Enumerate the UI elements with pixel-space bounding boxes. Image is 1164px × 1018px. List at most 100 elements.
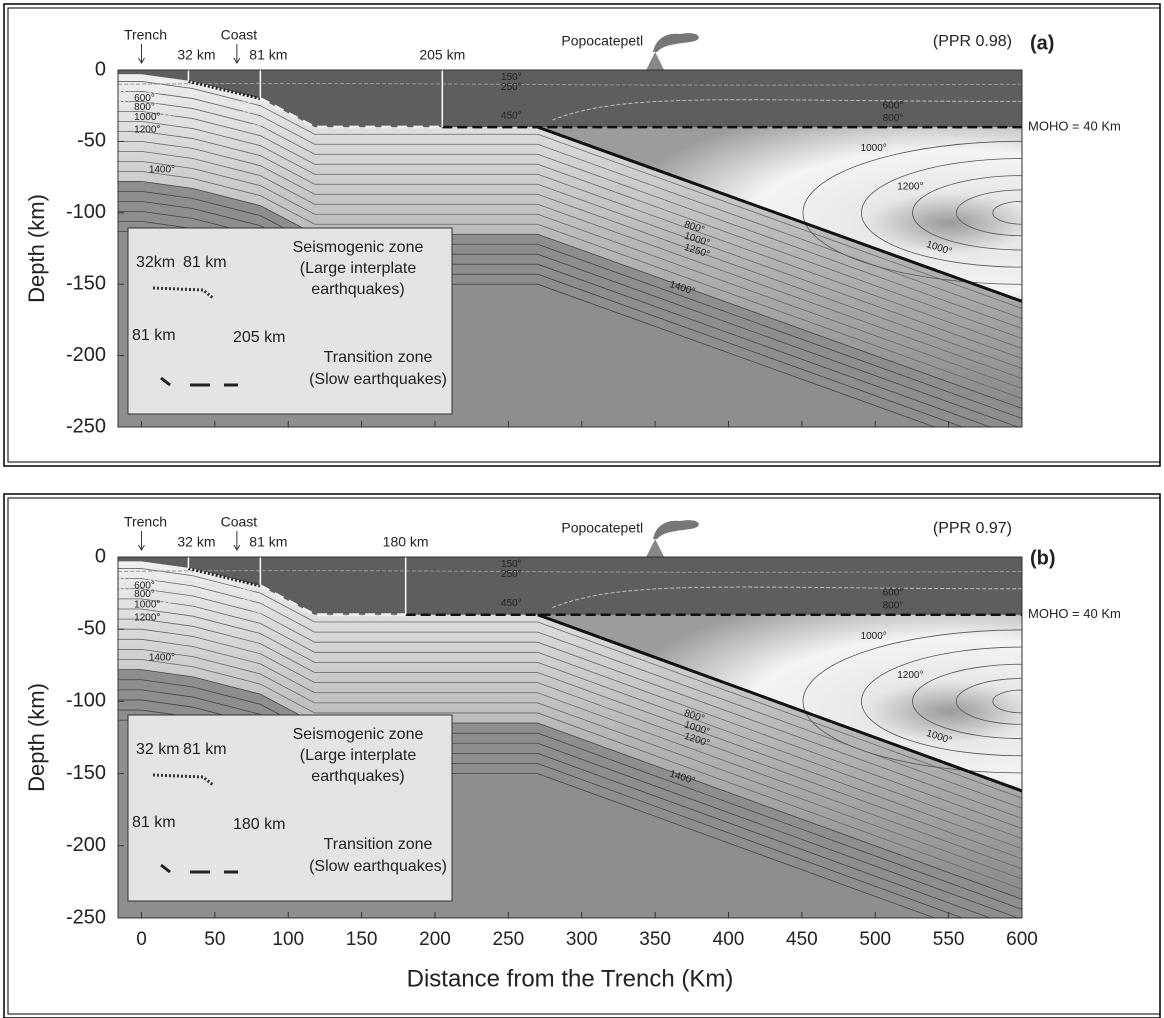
isotherm-line [118,599,274,616]
overriding-plate [118,70,1022,128]
isotherm-label: 150° [501,72,522,83]
isotherm-label: 1000° [134,112,160,123]
site-label: Trench [124,27,167,43]
x-tick-label: 450 [786,929,818,950]
panel-label: (a) [1030,32,1054,54]
isotherm-line [118,679,1022,910]
legend-box [127,227,453,415]
isotherm-line [118,598,1022,829]
panel-frame-inner [7,497,1161,1015]
isotherm-label: 1400° [149,653,175,664]
isotherm-label: 1200° [134,612,160,623]
isotherm-line [118,588,274,604]
x-tick-label: 600 [1006,929,1038,950]
isotherm-line [118,111,1022,339]
isotherm-label: 250° [501,82,522,93]
panel: 150°250°450°600°800°1000°1200°1400°600°8… [3,493,1161,1018]
isotherm-line [118,112,274,128]
legend-text: (Slow earthquakes) [309,371,447,388]
legend-range: 180 km [233,816,285,833]
isotherm-label: 600° [134,581,155,592]
x-tick-label: 250 [493,929,525,950]
legend-range: 32km [136,254,175,271]
seismogenic-zone [188,79,261,101]
legend-range: 205 km [233,329,285,346]
plot-area: 150°250°450°600°800°1000°1200°1400°600°8… [118,557,1022,918]
site-arrowhead [233,57,241,64]
isotherm-label: 600° [134,93,155,104]
y-tick-label: -100 [66,690,106,712]
plot-border [117,69,1023,428]
legend-range: 32 km [136,741,180,758]
y-tick-label: -50 [77,130,106,152]
site-label: Coast [221,27,258,43]
x-tick-label: 100 [272,929,304,950]
legend-text: (Slow earthquakes) [309,858,447,875]
legend-seismogenic-swatch [152,773,214,787]
x-tick-label: 500 [859,929,891,950]
isotherm-line [118,578,1022,809]
legend-range: 81 km [183,741,227,758]
x-tick-label: 400 [713,929,745,950]
wedge-isotherm [912,663,1022,739]
legend-seismogenic-swatch [152,286,214,300]
wedge-isotherm [861,158,1022,268]
isotherm-label: 800° [134,102,155,113]
slab-top [537,613,1022,793]
isotherm-line [118,659,1022,890]
wedge-isotherm [802,629,1022,774]
isotherm-line [118,81,1022,309]
x-tick-label: 350 [639,929,671,950]
site-label: Coast [221,514,258,530]
fit-label: (PPR 0.97) [933,520,1012,537]
y-tick-label: -100 [66,201,106,223]
plate-isotherm [118,82,1022,86]
km-marker-label: 32 km [177,47,215,63]
plate-isotherm [552,586,1022,609]
isotherm-line [118,121,1022,349]
legend-text: Transition zone [324,349,433,366]
km-marker-label: 180 km [383,534,429,550]
isotherm-label: 150° [501,559,522,570]
site-label: Trench [124,514,167,530]
x-tick-label: 50 [204,929,225,950]
isotherm-label: 1200° [897,670,923,681]
x-tick-label: 150 [346,929,378,950]
wedge-isotherm [861,646,1022,757]
isotherm-line [118,568,1022,799]
moho-label: MOHO = 40 Km [1028,119,1121,134]
plate-isotherm [118,570,1022,573]
legend-text: earthquakes) [311,768,404,785]
volcano-icon [646,539,665,557]
site-arrowhead [233,544,241,551]
isotherm-line [118,689,1020,918]
isotherm-label: 800° [883,601,904,612]
fit-label: (PPR 0.98) [933,33,1012,50]
plate-isotherm [552,99,1022,121]
legend-range: 81 km [132,327,176,344]
isotherm-label: 1000° [861,631,887,642]
x-tick-label: 0 [136,929,147,950]
legend-text: (Large interplate [300,260,417,277]
isotherm-label: 600° [883,588,904,599]
isotherm-label: 1400° [149,165,175,176]
transition-zone [259,97,443,129]
slab-top [537,125,1022,303]
isotherm-line [118,578,274,594]
isotherm-label: 450° [501,598,522,609]
isotherm-line [118,618,1022,850]
y-tick-label: -250 [66,415,106,437]
x-tick-label: 200 [419,929,451,950]
panel-label: (b) [1030,547,1056,569]
y-tick-label: -150 [66,762,106,784]
isotherm-label: 450° [501,110,522,121]
km-marker-label: 205 km [419,47,465,63]
isotherm-line [118,588,1022,819]
isotherm-label: 800° [883,113,904,124]
overriding-plate [118,557,1022,615]
isotherm-label: 600° [883,100,904,111]
legend-text: (Large interplate [300,747,417,764]
legend-transition-swatch [160,376,238,387]
